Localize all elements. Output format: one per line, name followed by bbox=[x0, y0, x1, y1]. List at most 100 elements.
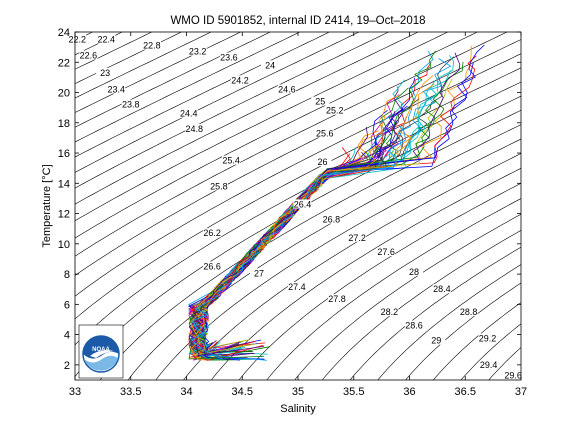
contour-label: 27.4 bbox=[288, 282, 306, 292]
contour-label-bg bbox=[504, 370, 523, 380]
y-axis-label: Temperature [°C] bbox=[41, 164, 53, 247]
isopycnal-contour bbox=[75, 67, 521, 320]
y-tick-label: 4 bbox=[64, 330, 70, 342]
y-tick-label: 16 bbox=[58, 148, 70, 160]
contour-label-bg bbox=[179, 108, 198, 118]
y-tick-label: 8 bbox=[64, 269, 70, 281]
profile-line bbox=[189, 127, 369, 356]
contour-label-bg bbox=[277, 84, 296, 94]
contour-label: 25.8 bbox=[210, 181, 228, 191]
x-tick-label: 34 bbox=[180, 386, 192, 398]
contour-label-bg bbox=[404, 320, 423, 330]
contour-label: 25 bbox=[315, 97, 325, 107]
contour-label: 22.8 bbox=[143, 41, 161, 51]
contour-label: 26.6 bbox=[203, 262, 221, 272]
contour-label-bg bbox=[188, 46, 207, 56]
isopycnal-contour bbox=[294, 213, 521, 380]
contour-label-bg bbox=[479, 359, 498, 369]
contour-label-bg bbox=[203, 228, 222, 238]
contour-label: 23 bbox=[100, 68, 110, 78]
x-tick-label: 33.5 bbox=[120, 386, 141, 398]
contour-label: 22.6 bbox=[80, 50, 98, 60]
isopycnal-contour bbox=[75, 32, 360, 173]
isopycnal-contour bbox=[183, 153, 521, 380]
contour-label-bg bbox=[203, 261, 222, 271]
isopycnal-contour bbox=[377, 264, 521, 380]
contour-label-bg bbox=[380, 306, 399, 316]
isopycnal-contour bbox=[460, 323, 521, 380]
x-tick-label: 37 bbox=[515, 386, 527, 398]
contour-label: 29 bbox=[431, 336, 441, 346]
isopycnal-contour bbox=[349, 246, 521, 380]
contour-label-bg bbox=[96, 67, 115, 77]
isopycnal-contour bbox=[210, 167, 521, 380]
contour-label: 24 bbox=[265, 60, 275, 70]
isopycnal-contour bbox=[75, 32, 271, 128]
y-tick-label: 6 bbox=[64, 299, 70, 311]
contour-label: 28 bbox=[409, 267, 419, 277]
isopycnal-contour bbox=[75, 32, 508, 257]
contour-label-bg bbox=[261, 60, 280, 70]
contour-label: 24.4 bbox=[180, 109, 198, 119]
x-tick-label: 33 bbox=[69, 386, 81, 398]
contour-label: 23.2 bbox=[189, 47, 207, 57]
contour-label-bg bbox=[328, 294, 347, 304]
contour-label-bg bbox=[322, 214, 341, 224]
isopycnal-contour bbox=[266, 198, 521, 380]
contour-label: 29.4 bbox=[480, 360, 498, 370]
profile-line bbox=[190, 75, 434, 361]
y-tick-label: 22 bbox=[58, 57, 70, 69]
x-tick-label: 35 bbox=[292, 386, 304, 398]
contour-label: 25.4 bbox=[222, 156, 240, 166]
y-tick-label: 2 bbox=[64, 360, 70, 372]
noaa-logo: NOAA bbox=[78, 324, 124, 379]
y-tick-label: 24 bbox=[58, 27, 70, 39]
isopycnal-contour bbox=[99, 109, 521, 380]
contour-label-bg bbox=[79, 50, 98, 60]
isopycnal-contour bbox=[75, 32, 182, 85]
y-tick-label: 20 bbox=[58, 88, 70, 100]
isopycnal-contour bbox=[127, 124, 521, 380]
contour-label: 28.6 bbox=[405, 321, 423, 331]
contour-label: 24.8 bbox=[186, 124, 204, 134]
isopycnal-contour bbox=[75, 32, 212, 99]
contour-label: 24.6 bbox=[278, 84, 296, 94]
contour-label: 29.2 bbox=[479, 333, 497, 343]
contour-label: 26 bbox=[318, 157, 328, 167]
contour-label: 28.4 bbox=[433, 284, 451, 294]
contour-label: 29.6 bbox=[504, 370, 522, 380]
contour-label: 27.2 bbox=[348, 233, 366, 243]
contour-label-bg bbox=[121, 99, 140, 109]
contour-label: 27 bbox=[254, 268, 264, 278]
contour-label-bg bbox=[348, 232, 367, 242]
contour-label: 28.8 bbox=[460, 307, 478, 317]
isopycnal-contour bbox=[75, 32, 242, 113]
contour-label-bg bbox=[107, 84, 126, 94]
contour-label: 25.6 bbox=[316, 128, 334, 138]
isopycnal-contour bbox=[238, 182, 521, 380]
contour-label-bg bbox=[459, 306, 478, 316]
contour-label: 23.4 bbox=[107, 84, 125, 94]
contour-label: 26.2 bbox=[203, 228, 221, 238]
contour-label: 22.2 bbox=[68, 35, 86, 45]
y-tick-label: 14 bbox=[58, 178, 70, 190]
y-tick-label: 18 bbox=[58, 118, 70, 130]
contour-label-bg bbox=[325, 105, 344, 115]
contour-label-bg bbox=[209, 181, 228, 191]
contour-label-bg bbox=[142, 40, 161, 50]
isopycnal-contour bbox=[75, 32, 301, 143]
profile-lines bbox=[187, 44, 485, 361]
isopycnal-contour bbox=[75, 32, 478, 239]
contour-label-bg bbox=[315, 128, 334, 138]
isopycnal-contour bbox=[75, 32, 330, 158]
contour-label: 22.4 bbox=[97, 35, 115, 45]
contour-label-bg bbox=[68, 34, 87, 44]
contour-label-bg bbox=[404, 266, 423, 276]
contour-label-bg bbox=[231, 75, 250, 85]
noaa-logo-sky bbox=[83, 336, 119, 359]
contour-label: 28.2 bbox=[381, 307, 399, 317]
isopycnal-contour bbox=[75, 32, 419, 205]
x-axis-label: Salinity bbox=[280, 403, 316, 415]
